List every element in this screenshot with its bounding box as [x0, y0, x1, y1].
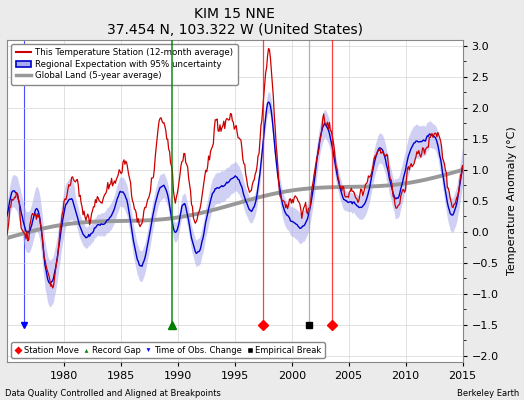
Y-axis label: Temperature Anomaly (°C): Temperature Anomaly (°C): [507, 126, 517, 275]
Text: Data Quality Controlled and Aligned at Breakpoints: Data Quality Controlled and Aligned at B…: [5, 389, 221, 398]
Title: KIM 15 NNE
37.454 N, 103.322 W (United States): KIM 15 NNE 37.454 N, 103.322 W (United S…: [107, 7, 363, 37]
Legend: Station Move, Record Gap, Time of Obs. Change, Empirical Break: Station Move, Record Gap, Time of Obs. C…: [11, 342, 325, 358]
Text: Berkeley Earth: Berkeley Earth: [456, 389, 519, 398]
